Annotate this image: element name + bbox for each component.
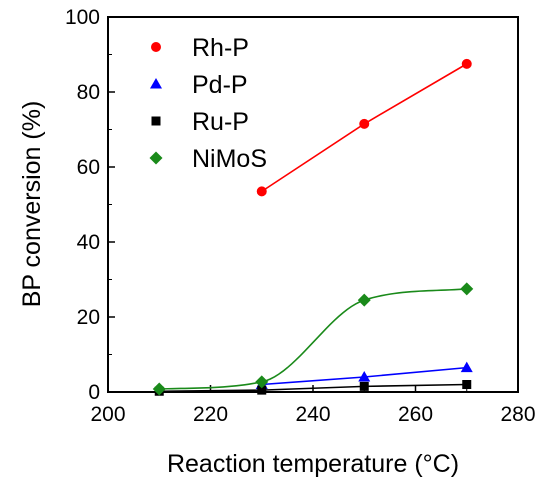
data-point-ru-p [257,385,267,395]
x-axis-title: Reaction temperature (°C) [167,450,459,478]
series-line-nimos [159,288,467,390]
data-point-ru-p [462,380,472,389]
y-axis-title: BP conversion (%) [18,101,46,308]
data-point-rh-p [256,186,267,197]
legend-marker-pd-p [150,78,162,89]
y-tick-label: 40 [77,231,100,254]
plot-frame [107,16,519,393]
data-point-nimos [460,282,474,296]
data-point-nimos [255,375,269,389]
legend-marker-rh-p [151,42,161,52]
y-tick-label: 80 [77,81,100,104]
y-tick-label: 100 [65,6,100,29]
data-point-pd-p [460,361,473,373]
x-tick-label: 200 [90,403,125,426]
data-point-pd-p [358,371,371,382]
x-tick-label: 280 [500,403,535,426]
legend-marker-nimos [149,151,163,165]
legend-label-nimos: NiMoS [192,145,267,173]
data-point-ru-p [359,381,369,391]
legend-label-pd-p: Pd-P [192,71,248,99]
data-point-nimos [357,293,371,307]
y-tick-label: 60 [77,156,100,179]
data-point-rh-p [359,118,370,129]
data-point-nimos [152,382,166,396]
series-markers [152,58,474,396]
legend: Rh-P Pd-P Ru-P NiMoS [149,34,267,173]
x-tick-label: 240 [295,403,330,426]
legend-label-rh-p: Rh-P [192,34,249,62]
data-point-rh-p [461,58,472,69]
x-tick-label: 260 [398,403,433,426]
series-line-ru-p [159,383,467,393]
axis-ticks: 200 220 240 260 280 0 20 40 60 80 100 [65,6,536,426]
y-tick-label: 0 [88,381,100,404]
legend-label-ru-p: Ru-P [192,108,249,136]
y-tick-label: 20 [77,306,100,329]
legend-marker-ru-p [151,116,161,126]
x-tick-label: 220 [193,403,228,426]
